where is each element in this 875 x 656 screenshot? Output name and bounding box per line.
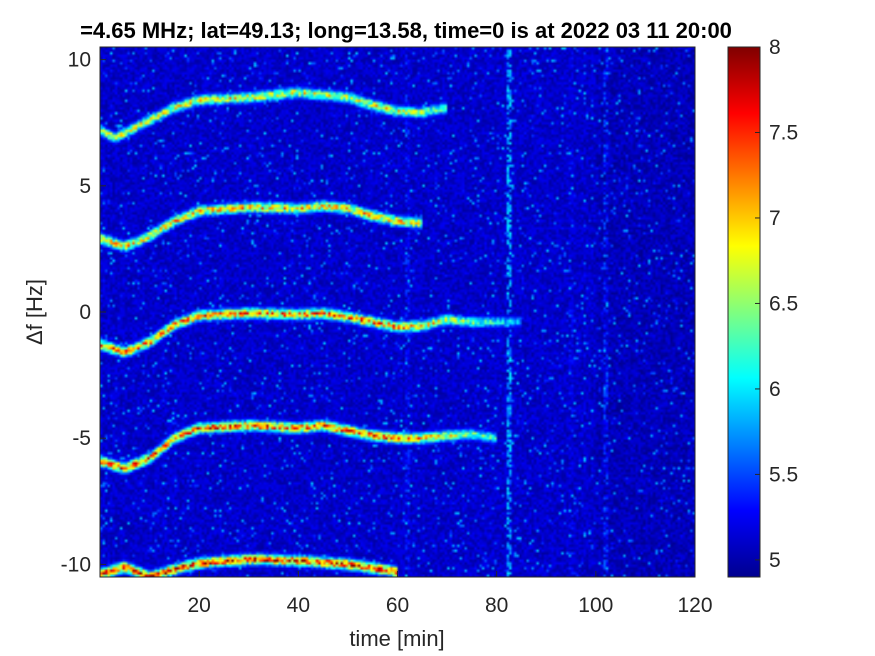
y-axis: 10 5 0 -5 -10 bbox=[61, 49, 106, 576]
x-axis-label: time [min] bbox=[349, 626, 444, 651]
heatmap-image bbox=[100, 47, 695, 577]
y-axis-label: Δf [Hz] bbox=[22, 279, 47, 345]
colorbar-tick-label: 7.5 bbox=[769, 121, 798, 144]
colorbar: 8 7.5 7 6.5 6 5.5 5 bbox=[727, 36, 798, 578]
colorbar-tick-label: 6 bbox=[769, 378, 781, 401]
x-tick-label: 80 bbox=[485, 594, 508, 617]
colorbar-gradient bbox=[727, 46, 761, 578]
x-tick-label: 60 bbox=[386, 594, 409, 617]
x-tick-label: 120 bbox=[677, 594, 712, 617]
x-axis: 20 40 60 80 100 120 bbox=[187, 571, 713, 617]
colorbar-ticks: 8 7.5 7 6.5 6 5.5 5 bbox=[755, 36, 798, 572]
colorbar-tick-label: 7 bbox=[769, 207, 781, 230]
x-tick-label: 100 bbox=[578, 594, 613, 617]
y-tick-label: -5 bbox=[72, 427, 91, 450]
chart-title: =4.65 MHz; lat=49.13; long=13.58, time=0… bbox=[80, 18, 732, 43]
x-tick-label: 20 bbox=[187, 594, 210, 617]
plot-area bbox=[99, 46, 696, 578]
colorbar-tick-label: 8 bbox=[769, 36, 781, 59]
y-tick-label: 5 bbox=[79, 175, 91, 198]
y-tick-label: 10 bbox=[68, 49, 91, 72]
colorbar-tick-label: 5 bbox=[769, 549, 781, 572]
x-tick-label: 40 bbox=[287, 594, 310, 617]
y-tick-label: 0 bbox=[79, 301, 91, 324]
colorbar-tick-label: 5.5 bbox=[769, 463, 798, 486]
heatmap-raster bbox=[100, 47, 695, 577]
y-tick-label: -10 bbox=[61, 553, 91, 576]
colorbar-tick-label: 6.5 bbox=[769, 292, 798, 315]
